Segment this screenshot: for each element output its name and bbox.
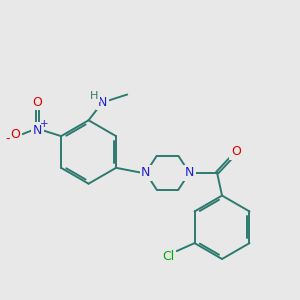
Text: N: N <box>33 124 42 137</box>
Text: O: O <box>11 128 20 141</box>
Text: O: O <box>32 96 42 109</box>
Text: N: N <box>98 96 107 109</box>
Text: +: + <box>40 119 49 129</box>
Text: N: N <box>185 166 194 179</box>
Text: N: N <box>141 166 150 179</box>
Text: -: - <box>5 132 10 145</box>
Text: H: H <box>90 91 99 100</box>
Text: Cl: Cl <box>163 250 175 263</box>
Text: O: O <box>231 146 241 158</box>
